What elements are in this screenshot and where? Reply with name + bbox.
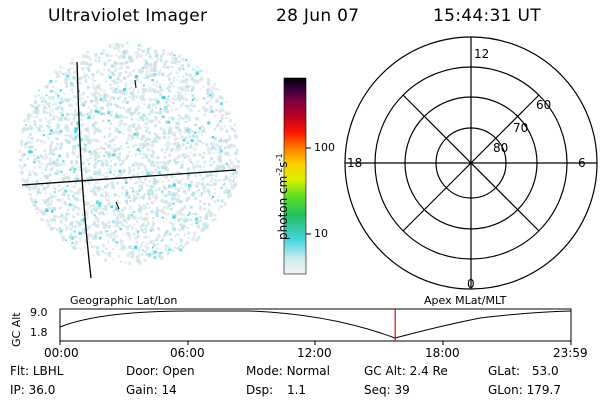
mlat-label-70: 70	[513, 121, 529, 135]
mlat-label-80: 80	[493, 141, 509, 155]
gc-alt-info: GC Alt: 2.4 Re	[364, 364, 448, 378]
glat-info: GLat: 53.0	[488, 364, 559, 378]
filter-label: Flt:	[10, 364, 29, 378]
seq-label: Seq:	[364, 383, 391, 397]
gc-alt-value: 2.4 Re	[409, 364, 448, 378]
uv-emission-speckles	[18, 42, 240, 266]
mode-label: Mode:	[246, 364, 283, 378]
gain-info: Gain: 14	[126, 383, 177, 397]
date-display: 28 Jun 07	[276, 6, 360, 26]
longitude-line	[76, 61, 92, 279]
polar-diagonal	[402, 94, 540, 232]
dsp-info: Dsp: 1.1	[246, 383, 306, 397]
gain-value: 14	[161, 383, 177, 397]
unit-text-s: s	[276, 161, 290, 168]
mlt-label-18: 18	[347, 156, 363, 170]
timeline-right-label: Apex MLat/MLT	[424, 294, 507, 307]
polar-ring-60	[374, 66, 568, 260]
polar-ring-outer	[344, 36, 598, 290]
ip-label: IP:	[10, 383, 25, 397]
unit-exponent: -1	[275, 153, 284, 162]
colorbar-unit-label: photon cm-2s-1	[275, 153, 290, 240]
time-tick-2359: 23:59	[553, 346, 588, 360]
ip-value: 36.0	[28, 383, 56, 397]
timeline-left-label: Geographic Lat/Lon	[70, 294, 178, 307]
coastline-fragment	[134, 79, 137, 89]
imager-title: Ultraviolet Imager	[48, 6, 208, 26]
intensity-colorbar	[283, 77, 311, 275]
timeline-y-axis-title: GC Alt	[10, 312, 23, 347]
timeline-frame	[59, 308, 572, 342]
unit-exponent: -2	[275, 167, 284, 176]
filter-info: Flt: LBHL	[10, 364, 63, 378]
glon-value: 179.7	[526, 383, 561, 397]
seq-value: 39	[394, 383, 410, 397]
unit-text: photon cm	[276, 175, 290, 240]
colorbar-tick-10: 10	[314, 227, 328, 240]
mode-value: Normal	[286, 364, 330, 378]
dsp-value: 1.1	[286, 383, 307, 397]
seq-info: Seq: 39	[364, 383, 410, 397]
dsp-label: Dsp:	[246, 383, 274, 397]
mlt-label-0: 0	[467, 277, 475, 291]
time-display: 15:44:31 UT	[433, 6, 541, 26]
polar-ring-70	[404, 96, 538, 230]
time-tick-0600: 06:00	[170, 346, 205, 360]
door-label: Door:	[126, 364, 159, 378]
mlt-label-12: 12	[474, 47, 490, 61]
gc-altitude-curve	[59, 310, 572, 339]
ip-info: IP: 36.0	[10, 383, 55, 397]
colorbar-tick-100: 100	[314, 141, 335, 154]
mlat-label-60: 60	[536, 98, 552, 112]
glon-label: GLon:	[488, 383, 523, 397]
gain-label: Gain:	[126, 383, 158, 397]
gc-alt-label: GC Alt:	[364, 364, 406, 378]
glon-info: GLon: 179.7	[488, 383, 561, 397]
door-value: Open	[162, 364, 195, 378]
time-tick-1200: 12:00	[297, 346, 332, 360]
polar-diagonal	[402, 94, 540, 232]
latitude-line	[21, 169, 237, 186]
time-tick-1800: 18:00	[425, 346, 460, 360]
polar-ring-80	[435, 127, 507, 199]
filter-value: LBHL	[32, 364, 64, 378]
mlt-label-6: 6	[578, 156, 586, 170]
timeline-y-tick-1.8: 1.8	[30, 326, 48, 339]
time-tick-0000: 00:00	[44, 346, 79, 360]
timeline-y-tick-9: 9.0	[30, 306, 48, 319]
glat-value: 53.0	[531, 364, 559, 378]
mode-info: Mode: Normal	[246, 364, 330, 378]
coastline-fragment	[115, 201, 120, 210]
door-info: Door: Open	[126, 364, 195, 378]
glat-label: GLat:	[488, 364, 521, 378]
